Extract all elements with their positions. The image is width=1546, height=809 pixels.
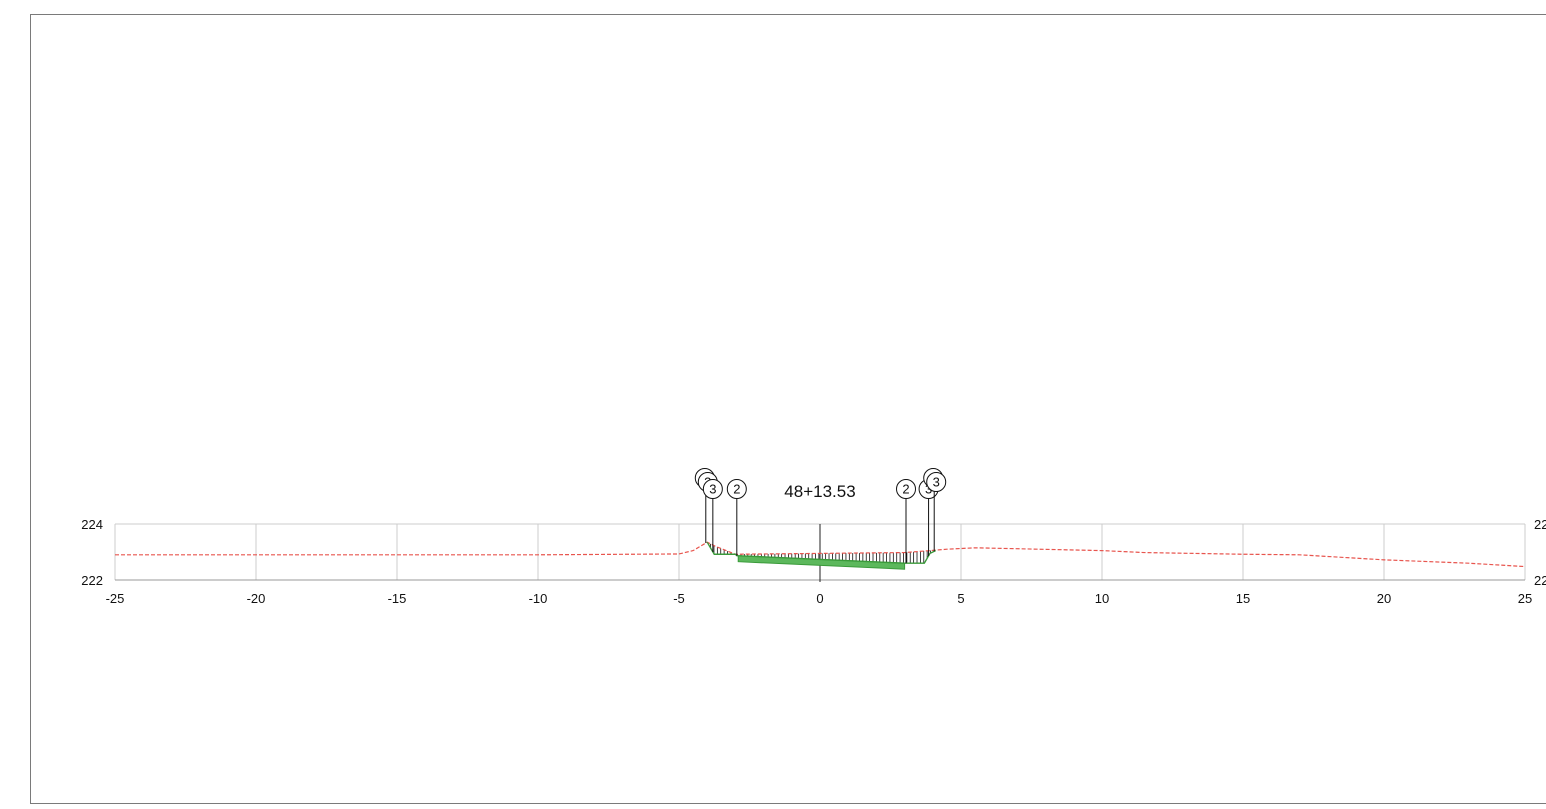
y-tick-label-right: 22: [1534, 517, 1546, 532]
y-tick-label: 222: [81, 573, 103, 588]
marker-circle: [702, 479, 723, 499]
marker-label: 2: [733, 482, 740, 497]
marker-label: 3: [925, 482, 932, 497]
x-tick-label: -25: [106, 591, 125, 606]
marker-label: 3: [709, 482, 716, 497]
marker-label: 3: [933, 475, 940, 490]
x-tick-label: -20: [247, 591, 266, 606]
x-tick-label: -15: [388, 591, 407, 606]
y-tick-label-right: 22: [1534, 573, 1546, 588]
x-tick-label: 20: [1377, 591, 1391, 606]
x-tick-label: 15: [1236, 591, 1250, 606]
existing-ground-line: [115, 541, 1526, 568]
marker-circle: [926, 472, 947, 492]
drawing-frame: [30, 14, 1546, 804]
x-tick-label: 10: [1095, 591, 1109, 606]
marker-circle: [726, 479, 747, 499]
station-label: 48+13.53: [784, 482, 855, 501]
y-tick-label: 224: [81, 517, 103, 532]
x-tick-label: 5: [957, 591, 964, 606]
marker-circle: [896, 479, 917, 499]
point-markers: 33322333: [694, 468, 947, 564]
x-tick-label: 0: [816, 591, 823, 606]
x-tick-label: 25: [1518, 591, 1532, 606]
x-tick-label: -5: [673, 591, 685, 606]
axes: -25 -20 -15 -10 -5 0 5 10 15 20 25 222 224 22 22: [81, 517, 1546, 606]
x-tick-label: -10: [529, 591, 548, 606]
marker-label: 2: [902, 482, 909, 497]
